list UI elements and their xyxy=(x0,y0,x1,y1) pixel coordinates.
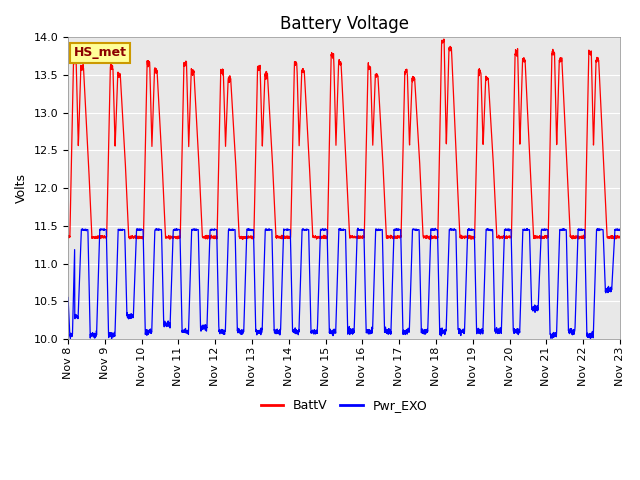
Title: Battery Voltage: Battery Voltage xyxy=(280,15,408,33)
Y-axis label: Volts: Volts xyxy=(15,173,28,203)
Text: HS_met: HS_met xyxy=(74,47,127,60)
Legend: BattV, Pwr_EXO: BattV, Pwr_EXO xyxy=(255,394,433,417)
